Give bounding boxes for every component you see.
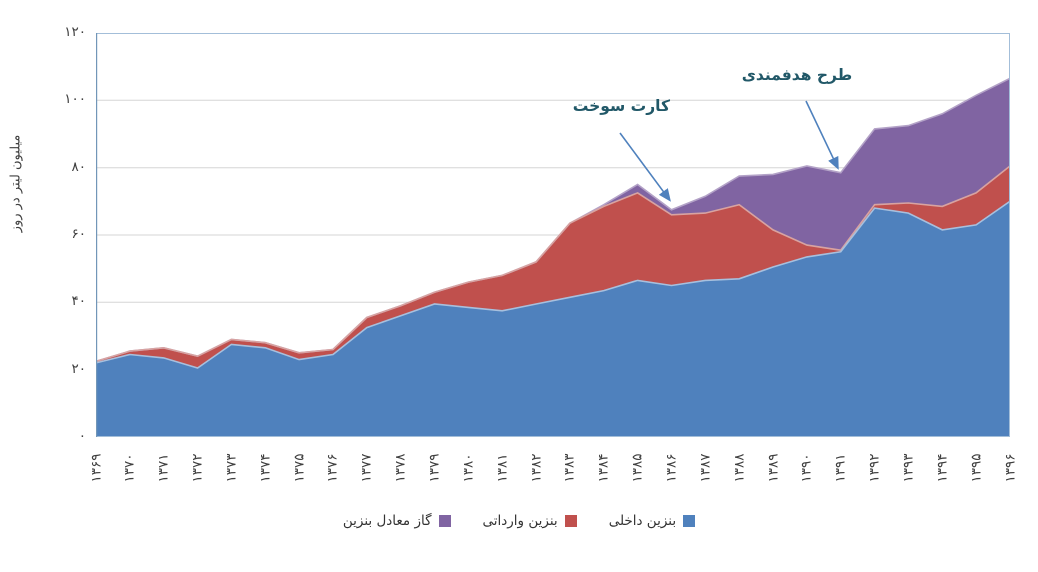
y-tick-label: ۲۰ <box>71 360 86 377</box>
annotation-subsidy-plan: طرح هدفمندی <box>741 66 853 84</box>
x-tick-label: ۱۳۷۴ <box>257 453 274 483</box>
x-tick-label: ۱۳۹۰ <box>798 453 815 483</box>
x-tick-label: ۱۳۸۶ <box>663 453 680 483</box>
legend-item-imported-gasoline: بنزین وارداتی <box>483 513 577 529</box>
legend-label-gas-equivalent: گاز معادل بنزین <box>342 513 432 529</box>
x-tick-label: ۱۳۸۳ <box>561 453 578 483</box>
plot-area: کارت سوخت طرح هدفمندی <box>96 33 1010 437</box>
x-tick-label: ۱۳۸۴ <box>595 453 612 483</box>
x-tick-label: ۱۳۸۲ <box>528 453 545 483</box>
x-tick-label: ۱۳۹۶ <box>1002 453 1019 483</box>
legend-label-imported: بنزین وارداتی <box>482 513 558 529</box>
legend-swatch-blue-icon <box>683 515 696 527</box>
x-tick-label: ۱۳۹۴ <box>934 453 951 483</box>
y-tick-label: ۴۰ <box>71 293 86 310</box>
x-tick-label: ۱۳۹۳ <box>900 453 917 483</box>
legend-item-gas-equivalent: گاز معادل بنزین <box>343 513 451 529</box>
y-tick-label: ۰ <box>78 428 86 444</box>
x-tick-label: ۱۳۸۹ <box>765 453 782 483</box>
x-tick-label: ۱۳۸۷ <box>697 453 714 483</box>
x-tick-label: ۱۳۹۵ <box>968 453 985 483</box>
x-tick-label: ۱۳۷۶ <box>324 453 341 483</box>
x-tick-label: ۱۳۸۵ <box>629 453 646 483</box>
x-tick-label: ۱۳۸۸ <box>731 453 748 483</box>
x-tick-label: ۱۳۸۰ <box>460 453 477 483</box>
x-tick-label: ۱۳۷۲ <box>189 453 206 483</box>
legend: بنزین داخلی بنزین وارداتی گاز معادل بنزی… <box>0 513 1038 529</box>
x-tick-label: ۱۳۷۷ <box>358 453 375 483</box>
x-tick-label: ۱۳۷۱ <box>155 453 172 483</box>
legend-item-domestic-gasoline: بنزین داخلی <box>608 513 696 529</box>
x-tick-label: ۱۳۹۱ <box>832 453 849 483</box>
y-tick-label: ۱۲۰ <box>64 24 86 40</box>
x-tick-label: ۱۳۷۵ <box>291 453 308 483</box>
x-tick-label: ۱۳۶۹ <box>88 453 105 483</box>
x-tick-label: ۱۳۷۹ <box>426 453 443 483</box>
y-tick-label: ۱۰۰ <box>64 91 86 108</box>
x-tick-label: ۱۳۸۱ <box>494 453 511 483</box>
y-axis-title: میلیون لیتر در روز <box>4 108 28 258</box>
y-tick-label: ۸۰ <box>71 158 86 175</box>
stacked-area-chart <box>96 33 1010 437</box>
y-tick-label: ۶۰ <box>71 226 86 242</box>
legend-swatch-red-icon <box>564 515 577 527</box>
legend-swatch-purple-icon <box>438 515 451 527</box>
y-axis-title-text: میلیون لیتر در روز <box>8 134 24 232</box>
legend-label-domestic: بنزین داخلی <box>608 513 677 529</box>
annotation-fuel-card: کارت سوخت <box>572 97 670 115</box>
x-tick-label: ۱۳۷۳ <box>223 453 240 483</box>
x-tick-label: ۱۳۷۰ <box>121 453 138 483</box>
x-tick-label: ۱۳۷۸ <box>392 453 409 483</box>
x-tick-label: ۱۳۹۲ <box>866 453 883 483</box>
